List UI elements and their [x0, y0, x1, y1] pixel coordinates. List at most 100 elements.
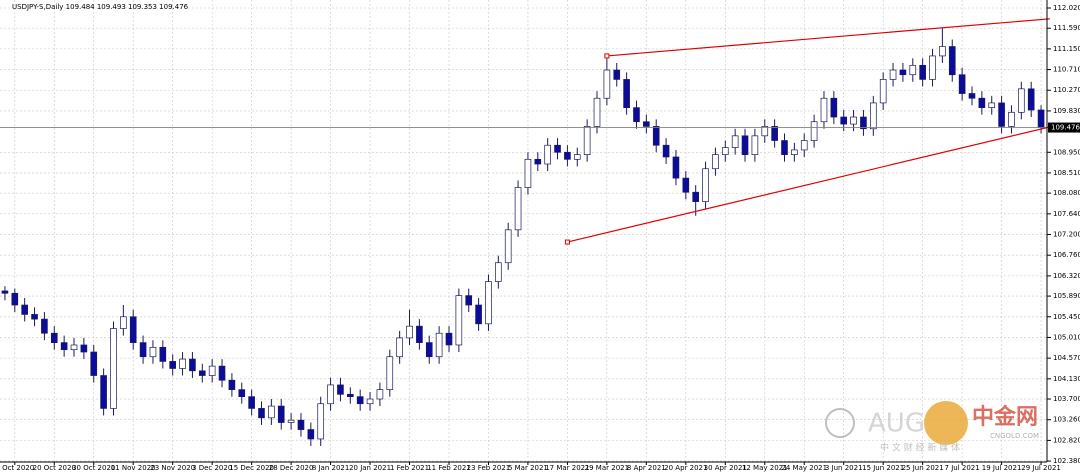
x-tick-label: 8 Apr 2021 [627, 464, 666, 472]
y-tick-label: 104.570 [1053, 354, 1080, 362]
x-tick-label: 20 Oct 2020 [33, 464, 76, 472]
y-tick-label: 106.320 [1053, 272, 1080, 280]
watermark-slogan: 中 文 财 经 新 媒 体 [880, 442, 960, 454]
candle-body [652, 126, 660, 146]
candle-body [712, 154, 719, 170]
chart-title: USDJPY-S,Daily 109.484 109.493 109.353 1… [12, 3, 189, 11]
x-tick-label: 3 Dec 2020 [192, 464, 232, 472]
candle-body [603, 69, 611, 99]
trendline [567, 126, 1051, 243]
candle-body [327, 384, 334, 405]
candle-body [465, 295, 473, 306]
candle-body [307, 429, 315, 440]
candle-body [800, 140, 808, 151]
candle-body [929, 55, 936, 80]
candle-body [741, 135, 749, 155]
candle-body [573, 154, 581, 160]
candle-body [297, 419, 305, 430]
y-tick-label: 108.080 [1053, 189, 1080, 197]
candle-body [139, 342, 147, 358]
candle-body [998, 102, 1005, 127]
candle-body [169, 361, 176, 369]
x-tick-label: 8 Oct 2020 [0, 464, 34, 472]
x-tick-label: 29 Jul 2021 [1021, 464, 1061, 472]
candle-body [80, 344, 88, 353]
candle-body [41, 318, 48, 334]
y-tick-label: 107.640 [1053, 210, 1080, 218]
candle-body [939, 46, 946, 57]
candle-body [702, 168, 709, 202]
candle-body [820, 97, 828, 123]
candle-body [416, 325, 423, 343]
candle-body [366, 398, 374, 405]
candle-body [958, 74, 966, 94]
candle-body [899, 69, 907, 76]
x-tick-label: 30 Oct 2020 [72, 464, 115, 472]
candle-body [21, 304, 28, 315]
candle-body [149, 346, 157, 358]
candle-body [70, 344, 78, 351]
x-tick-label: 7 Jul 2021 [945, 464, 980, 472]
watermark: AUG 中金网 CNGOLD.COM 中 文 财 经 新 媒 体 [825, 401, 1039, 454]
candle-body [889, 69, 897, 80]
x-tick-label: 30 Apr 2021 [704, 464, 747, 472]
candle-body [425, 342, 433, 358]
candle-body [90, 351, 98, 376]
candle-body [347, 393, 354, 398]
candle-body [100, 375, 107, 409]
x-tick-label: 8 Jan 2021 [312, 464, 350, 472]
y-tick-label: 102.380 [1053, 457, 1080, 465]
candle-body [643, 121, 650, 127]
candle-body [11, 292, 19, 306]
y-tick-label: 107.200 [1053, 231, 1080, 239]
candle-body [386, 356, 394, 390]
candle-body [524, 158, 532, 188]
candle-body [672, 156, 680, 179]
candle-body [988, 102, 996, 108]
x-tick-label: 15 Dec 2020 [229, 464, 274, 472]
x-tick-label: 29 Mar 2021 [585, 464, 629, 472]
candle-body [179, 358, 186, 369]
candle-body [840, 116, 848, 125]
x-tick-label: 23 Nov 2020 [150, 464, 195, 472]
x-tick-label: 5 Mar 2021 [508, 464, 548, 472]
candle-body [198, 370, 206, 376]
trendline-anchor [604, 53, 610, 59]
candle-body [50, 332, 58, 343]
watermark-domain: CNGOLD.COM [990, 432, 1039, 440]
x-tick-label: 28 Dec 2020 [269, 464, 314, 472]
x-tick-label: 1 Feb 2021 [390, 464, 429, 472]
candle-body [791, 149, 798, 155]
candle-body [919, 64, 926, 80]
price-label-box [1048, 122, 1080, 133]
candle-body [1008, 111, 1015, 127]
candle-body [682, 177, 690, 193]
candle-body [129, 316, 137, 343]
candle-body [376, 389, 384, 400]
watermark-site: 中金网 [972, 404, 1038, 430]
candle-body [721, 147, 729, 155]
candle-body [860, 116, 867, 130]
y-tick-label: 105.450 [1053, 313, 1080, 321]
candle-body [1, 290, 9, 294]
candle-body [120, 316, 127, 329]
candle-body [514, 187, 522, 231]
x-tick-label: 20 Jan 2021 [349, 464, 391, 472]
x-tick-label: 17 Mar 2021 [545, 464, 589, 472]
x-tick-label: 3 Jun 2021 [825, 464, 863, 472]
candle-body [268, 405, 275, 419]
candle-body [287, 419, 295, 423]
y-tick-label: 111.150 [1053, 45, 1080, 53]
candle-body [968, 93, 976, 99]
candle-body [110, 328, 117, 409]
x-tick-label: 15 Jun 2021 [862, 464, 904, 472]
candle-body [31, 314, 38, 320]
y-tick-label: 109.830 [1053, 107, 1080, 115]
candle-body [1027, 88, 1035, 111]
x-tick-label: 12 May 2021 [742, 464, 788, 472]
y-tick-label: 110.710 [1053, 66, 1080, 74]
candle-body [228, 379, 236, 390]
candle-body [356, 396, 364, 405]
